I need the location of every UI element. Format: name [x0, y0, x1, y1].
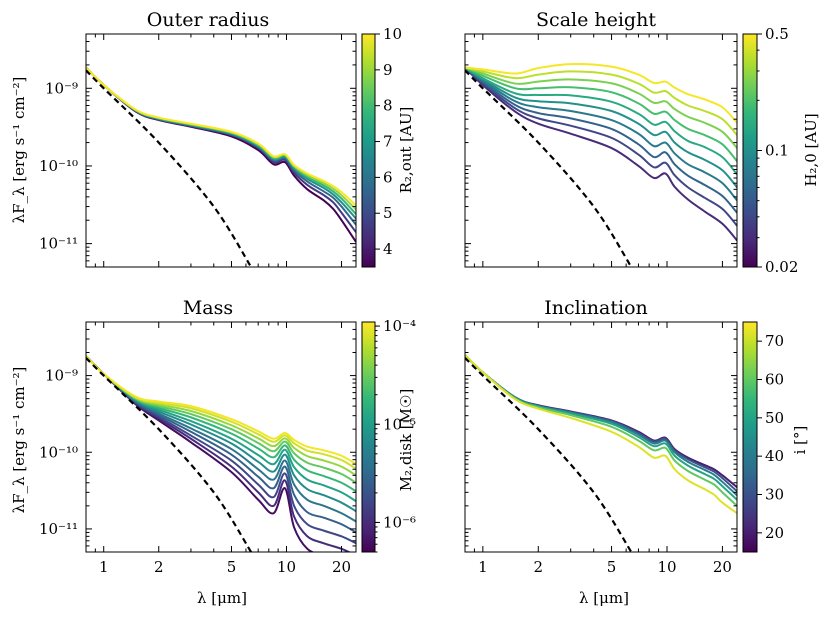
stellar-reference-line [465, 357, 633, 552]
colorbar-tick-label: 50 [765, 409, 784, 427]
series-line [465, 66, 737, 227]
series-line [86, 66, 356, 211]
colorbar-label: i [°] [791, 426, 809, 455]
series-line [465, 66, 737, 202]
panel-outer-radius: Outer radius 10⁻¹¹ 10⁻¹⁰ 10⁻⁹ 4 5 6 7 8 9 10 λF_λ… [10, 9, 415, 268]
y-tick-label: 10⁻¹¹ [39, 520, 78, 538]
axes-frame [85, 33, 357, 268]
colorbar-tick-label: 4 [383, 240, 393, 258]
colorbar-tick-label: 10⁻⁴ [383, 317, 416, 335]
series-line [86, 355, 356, 470]
series-line [465, 66, 737, 242]
colorbar-tick-label: 10⁻⁶ [383, 513, 416, 531]
x-tick-label: 10 [657, 558, 676, 576]
x-axis-label: λ [μm] [197, 589, 247, 607]
series-line [86, 66, 356, 226]
x-tick-label: 20 [713, 558, 732, 576]
colorbar-tick-label: 5 [383, 204, 393, 222]
y-tick-label: 10⁻⁹ [45, 79, 78, 97]
series-line [465, 66, 737, 149]
y-tick-label: 10⁻⁹ [45, 367, 78, 385]
colorbar [361, 33, 376, 268]
series-line [465, 354, 737, 515]
x-tick-label: 2 [154, 558, 164, 576]
panel-inclination: Inclination 1 2 5 10 20 20 30 40 50 60 70 λ [μm] i… [464, 297, 809, 607]
x-tick-label: 20 [332, 558, 351, 576]
panel-mass: Mass 1 2 5 10 20 10⁻¹¹ 10⁻¹⁰ 10⁻⁹ 10⁻⁶ 10⁻⁵ 10⁻⁴ λ… [10, 297, 416, 607]
series-line [86, 66, 356, 243]
series-line [465, 66, 737, 189]
y-tick-label: 10⁻¹⁰ [39, 443, 78, 461]
x-tick-label: 5 [227, 558, 237, 576]
panel-scale-height: Scale height 0.02 0.1 0.5 H₂,0 [AU] [464, 9, 820, 276]
stellar-reference-line [86, 69, 253, 267]
axes-frame [464, 321, 738, 553]
y-tick-label: 10⁻¹⁰ [39, 157, 78, 175]
series-line [465, 354, 737, 507]
series-line [465, 66, 737, 162]
colorbar-tick-label: 0.1 [765, 142, 789, 160]
colorbar-tick-label: 9 [383, 61, 393, 79]
x-tick-label: 1 [478, 558, 488, 576]
colorbar [361, 321, 376, 553]
axes-frame [85, 321, 357, 553]
colorbar-tick-label: 0.02 [765, 258, 798, 276]
series-line [465, 63, 737, 124]
x-axis-label: λ [μm] [579, 589, 629, 607]
colorbar-tick-label: 30 [765, 486, 784, 504]
panel-title: Outer radius [147, 9, 269, 31]
series-line [86, 355, 356, 493]
series-line [465, 354, 737, 496]
colorbar-tick-label: 60 [765, 371, 784, 389]
series-line [465, 66, 737, 214]
colorbar-tick-label: 0.5 [765, 25, 789, 43]
colorbar-label: H₂,0 [AU] [802, 113, 820, 186]
y-tick-label: 10⁻¹¹ [39, 235, 78, 253]
colorbar-tick-label: 20 [765, 524, 784, 542]
x-tick-label: 10 [277, 558, 296, 576]
series-line [86, 66, 356, 233]
colorbar-tick-label: 40 [765, 447, 784, 465]
colorbar-tick-label: 10 [383, 25, 402, 43]
colorbar-tick-label: 7 [383, 133, 393, 151]
series-line [86, 355, 352, 552]
y-axis-label: λF_λ [erg s⁻¹ cm⁻²] [10, 77, 28, 224]
x-tick-label: 5 [607, 558, 617, 576]
colorbar-tick-label: 10⁻⁵ [383, 415, 416, 433]
colorbar-label: R₂,out [AU] [397, 107, 415, 194]
colorbar-tick-label: 8 [383, 97, 393, 115]
panel-title: Mass [183, 297, 233, 319]
series-line [86, 355, 356, 465]
series-line [86, 66, 356, 207]
y-axis-label: λF_λ [erg s⁻¹ cm⁻²] [10, 367, 28, 514]
x-tick-label: 2 [534, 558, 544, 576]
series-line [86, 66, 356, 215]
x-tick-label: 1 [99, 558, 109, 576]
colorbar-tick-label: 70 [765, 332, 784, 350]
colorbar [742, 321, 758, 553]
axes-frame [464, 33, 738, 268]
series-line [465, 66, 737, 175]
colorbar-label: M₂,disk [M☉] [397, 389, 415, 492]
panel-title: Inclination [544, 297, 648, 319]
stellar-reference-line [465, 69, 633, 267]
stellar-reference-line [86, 357, 253, 552]
colorbar-tick-label: 6 [383, 168, 393, 186]
panel-title: Scale height [536, 9, 656, 31]
colorbar [742, 33, 758, 268]
series-line [465, 66, 737, 136]
